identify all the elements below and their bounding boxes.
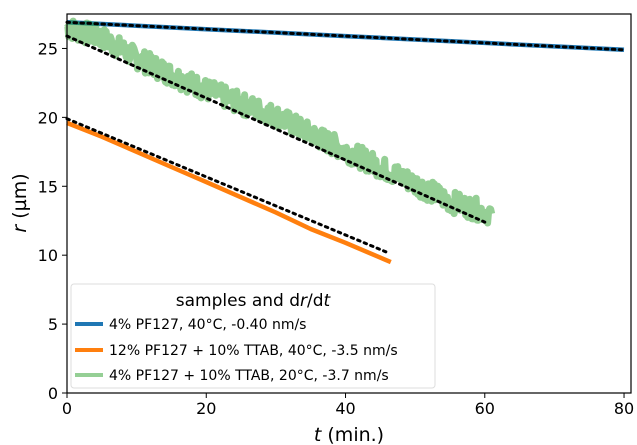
- legend: samples and dr/dt 4% PF127, 40°C, -0.40 …: [70, 283, 436, 389]
- legend-label-1: 4% PF127, 40°C, -0.40 nm/s: [109, 317, 306, 333]
- x-axis-var: t: [314, 424, 323, 445]
- legend-label-3: 4% PF127 + 10% TTAB, 20°C, -3.7 nm/s: [109, 368, 389, 384]
- x-tick-label: 0: [62, 399, 72, 418]
- fit-line-2: [65, 117, 389, 254]
- legend-title-mid: /d: [307, 291, 324, 311]
- series-line-3: [64, 17, 496, 227]
- y-tick-label: 25: [38, 39, 58, 58]
- y-tick-label: 15: [38, 177, 58, 196]
- x-tick-label: 60: [475, 399, 495, 418]
- legend-title-var1: r: [300, 291, 308, 311]
- x-axis-label: t (min.): [314, 424, 384, 445]
- y-tick-label: 5: [48, 315, 58, 334]
- x-axis-unit: (min.): [321, 424, 384, 445]
- plot-frame: [66, 13, 632, 394]
- y-tick-label: 0: [48, 384, 58, 403]
- x-tick-label: 40: [335, 399, 355, 418]
- series-line-2: [66, 120, 392, 265]
- fit-layer: [65, 20, 626, 254]
- legend-title-prefix: samples and d: [176, 291, 300, 311]
- y-tick-label: 20: [38, 108, 58, 127]
- fit-line-1: [65, 20, 626, 52]
- fit-line-3: [65, 34, 487, 224]
- legend-title: samples and dr/dt: [176, 291, 332, 311]
- legend-title-var2: t: [324, 291, 332, 311]
- y-axis-label: r (µm): [9, 173, 31, 232]
- legend-box: [70, 283, 436, 389]
- x-tick-label: 20: [196, 399, 216, 418]
- y-tick-label: 10: [38, 246, 58, 265]
- y-axis-ticks: 0 5 10 15 20 25: [38, 39, 67, 403]
- x-tick-label: 80: [614, 399, 634, 418]
- legend-label-2: 12% PF127 + 10% TTAB, 40°C, -3.5 nm/s: [109, 343, 398, 359]
- y-axis-var: r: [9, 224, 31, 233]
- x-axis-ticks: 0 20 40 60 80: [62, 393, 634, 418]
- y-axis-unit: (µm): [9, 173, 31, 224]
